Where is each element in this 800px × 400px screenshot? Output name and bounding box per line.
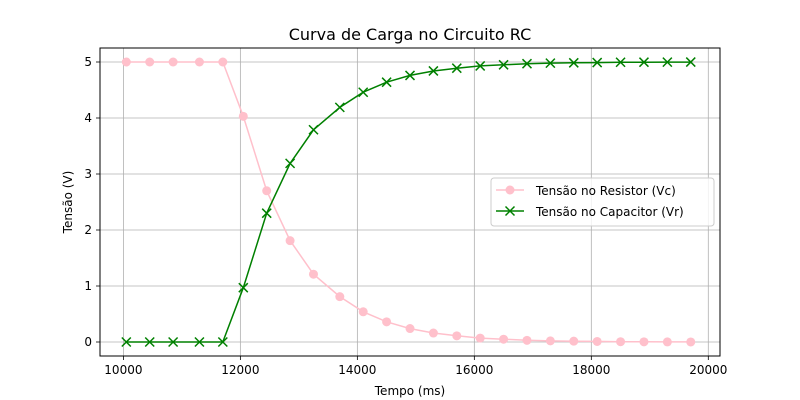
data-point-capacitor: [521, 58, 533, 69]
data-point-capacitor: [592, 57, 603, 68]
data-point-capacitor: [194, 336, 205, 348]
data-point-resistor: [335, 292, 345, 302]
data-point-resistor: [662, 337, 672, 347]
chart-title: Curva de Carga no Circuito RC: [289, 25, 532, 44]
data-point-resistor: [686, 337, 696, 347]
x-tick-label: 10000: [104, 363, 142, 377]
data-point-capacitor: [404, 70, 416, 81]
data-point-resistor: [592, 336, 602, 346]
axis-ticks: 10000 12000 14000 16000 18000 20000 0 1 2 3 4 5: [84, 55, 727, 377]
legend: Tensão no Resistor (Vc) Tensão no Capaci…: [490, 177, 715, 227]
data-point-resistor: [475, 333, 485, 343]
data-point-capacitor: [217, 336, 228, 348]
data-point-resistor: [358, 307, 368, 317]
y-axis-label: Tensão (V): [61, 171, 75, 235]
data-point-capacitor: [261, 208, 272, 219]
data-point-capacitor: [168, 336, 179, 348]
data-point-capacitor: [285, 158, 296, 169]
data-point-resistor: [405, 324, 415, 334]
data-point-resistor: [285, 236, 295, 246]
data-point-capacitor: [308, 124, 319, 135]
data-point-resistor: [121, 57, 131, 67]
data-point-resistor: [218, 57, 228, 67]
data-point-capacitor: [662, 57, 673, 68]
x-tick-label: 16000: [455, 363, 493, 377]
data-point-capacitor: [498, 59, 509, 70]
data-point-resistor: [194, 57, 204, 67]
data-point-capacitor: [615, 57, 626, 68]
plot-frame: [99, 47, 721, 357]
data-point-capacitor: [685, 57, 696, 68]
x-tick-label: 12000: [221, 363, 259, 377]
legend-label-capacitor: Tensão no Capacitor (Vr): [535, 205, 684, 219]
data-point-resistor: [382, 317, 392, 327]
data-point-resistor: [522, 335, 532, 345]
x-tick-label: 14000: [338, 363, 376, 377]
data-point-resistor: [452, 331, 462, 341]
legend-marker-resistor: [505, 185, 515, 195]
data-point-resistor: [168, 57, 178, 67]
data-point-resistor: [545, 336, 555, 346]
data-point-capacitor: [568, 57, 579, 68]
data-point-capacitor: [381, 77, 392, 88]
data-point-capacitor: [545, 58, 556, 69]
data-point-resistor: [145, 57, 155, 67]
data-point-resistor: [238, 111, 248, 121]
x-tick-label: 18000: [572, 363, 610, 377]
legend-box: [490, 177, 715, 227]
y-tick-label: 1: [84, 279, 92, 293]
y-tick-label: 2: [84, 223, 92, 237]
data-point-capacitor: [334, 102, 345, 113]
y-tick-label: 5: [84, 55, 92, 69]
data-point-capacitor: [358, 87, 369, 98]
legend-label-resistor: Tensão no Resistor (Vc): [535, 184, 676, 198]
legend-marker-capacitor: [504, 205, 516, 217]
data-point-resistor: [616, 337, 626, 347]
data-point-capacitor: [428, 65, 439, 76]
data-point-resistor: [639, 337, 649, 347]
data-point-capacitor: [451, 63, 462, 74]
data-point-resistor: [308, 269, 318, 279]
x-tick-label: 20000: [689, 363, 727, 377]
data-point-resistor: [262, 186, 272, 196]
data-point-capacitor: [638, 57, 649, 68]
x-axis-label: Tempo (ms): [374, 384, 445, 398]
data-point-capacitor: [238, 282, 249, 293]
data-point-capacitor: [144, 336, 155, 348]
data-point-resistor: [428, 328, 438, 338]
series-group: [121, 57, 696, 348]
data-point-capacitor: [475, 60, 486, 71]
data-point-resistor: [569, 336, 579, 346]
y-tick-label: 4: [84, 111, 92, 125]
data-point-resistor: [499, 334, 509, 344]
y-tick-label: 0: [84, 335, 92, 349]
y-tick-label: 3: [84, 167, 92, 181]
data-point-capacitor: [121, 336, 132, 348]
